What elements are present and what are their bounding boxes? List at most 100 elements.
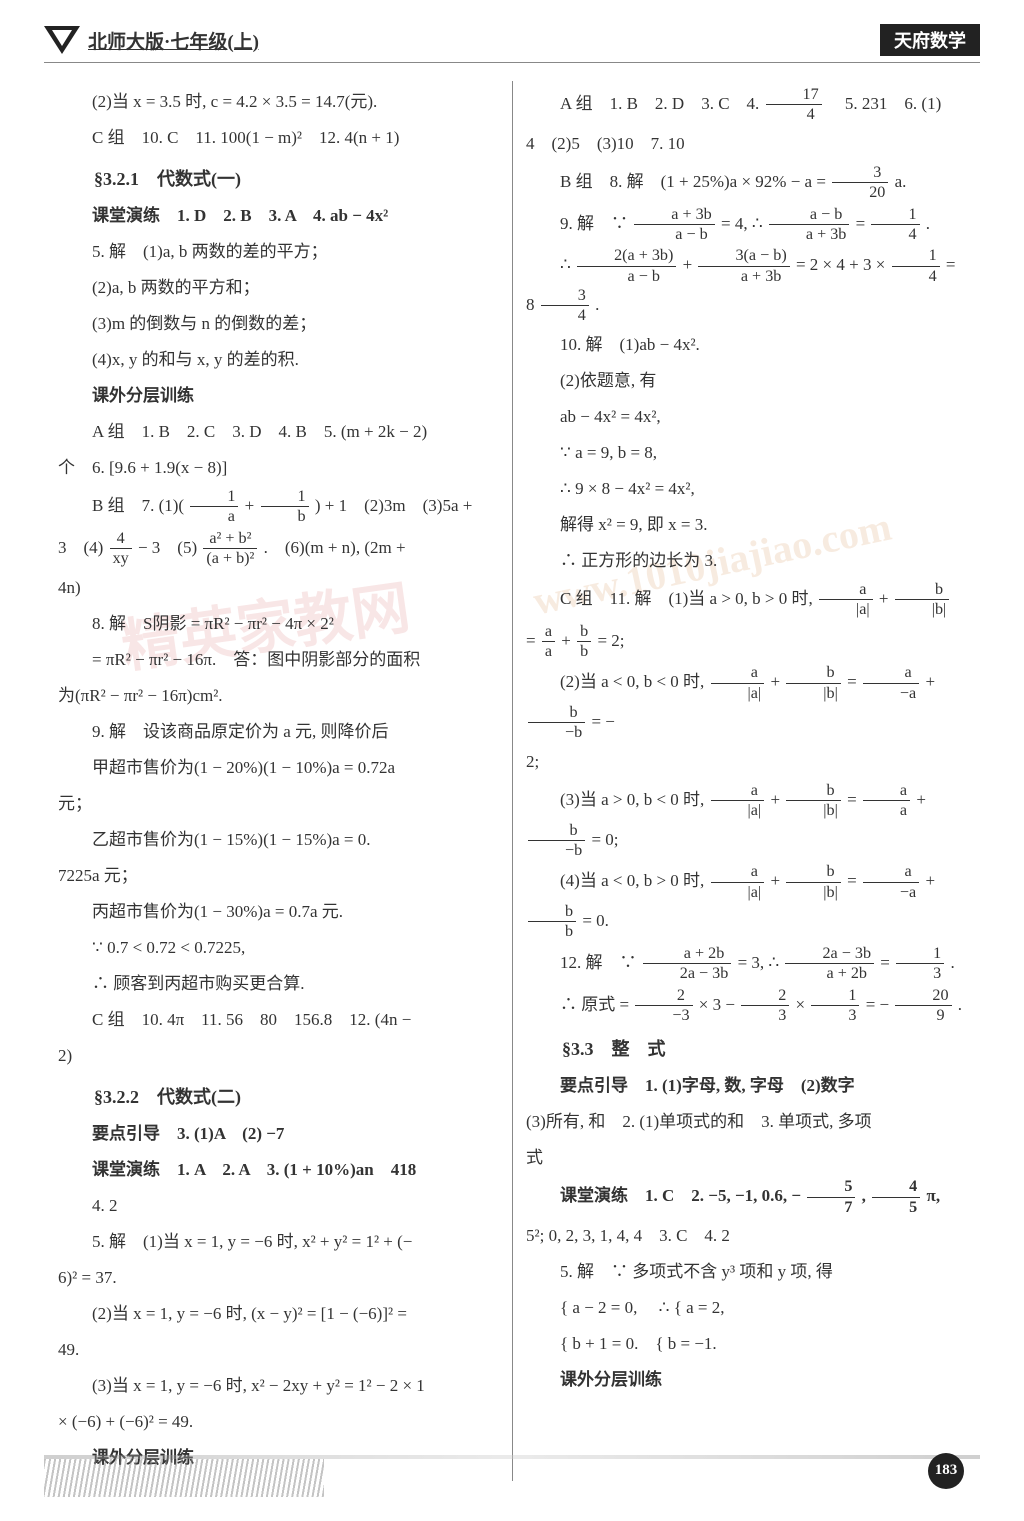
text-line: 5. 解 ∵ 多项式不含 y³ 项和 y 项, 得: [526, 1255, 966, 1289]
text: 12. 解 ∵: [560, 953, 641, 972]
text-line: ∴ 正方形的边长为 3.: [526, 544, 966, 578]
left-column: (2)当 x = 3.5 时, c = 4.2 × 3.5 = 14.7(元).…: [44, 81, 512, 1481]
text-line: 9. 解 设该商品原定价为 a 元, 则降价后: [58, 715, 498, 749]
fraction: bb: [577, 622, 591, 662]
text-line: (2)当 x = 1, y = −6 时, (x − y)² = [1 − (−…: [58, 1297, 498, 1331]
fraction: a + 2b2a − 3b: [643, 944, 732, 984]
text: = 0.: [582, 911, 609, 930]
text: C 组 11. 解 (1)当 a > 0, b > 0 时,: [560, 589, 817, 608]
text: A 组 1. B 2. D 3. C 4.: [560, 94, 764, 113]
text: +: [925, 672, 935, 691]
text-line: 2): [58, 1039, 498, 1073]
text-line: (4)当 a < 0, b > 0 时, a|a| + b|b| = a−a +…: [526, 862, 966, 942]
text-line: C 组 10. C 11. 100(1 − m)² 12. 4(n + 1): [58, 121, 498, 155]
fraction: b|b|: [786, 663, 841, 703]
text: . (6)(m + n), (2m +: [264, 538, 406, 557]
text-line: 课堂演练 1. A 2. A 3. (1 + 10%)an 418: [58, 1153, 498, 1187]
text-line: { b + 1 = 0. { b = −1.: [526, 1327, 966, 1361]
fraction: a|a|: [711, 663, 765, 703]
text-line: (4)x, y 的和与 x, y 的差的积.: [58, 343, 498, 377]
fraction: 209: [895, 986, 951, 1026]
text: +: [770, 790, 784, 809]
text-line: 个 6. [9.6 + 1.9(x − 8)]: [58, 451, 498, 485]
text: = 2 × 4 + 3 ×: [796, 255, 890, 274]
brand-badge: 天府数学: [880, 24, 980, 56]
fraction: 1b: [261, 487, 309, 527]
text-line: 乙超市售价为(1 − 15%)(1 − 15%)a = 0.: [58, 823, 498, 857]
fraction: b|b|: [786, 862, 841, 902]
text-line: 12. 解 ∵ a + 2b2a − 3b = 3, ∴ 2a − 3ba + …: [526, 944, 966, 984]
text: { b + 1 = 0.: [560, 1334, 638, 1353]
text-line: ab − 4x² = 4x²,: [526, 400, 966, 434]
text: = 4, ∴: [721, 213, 767, 232]
text: +: [916, 790, 926, 809]
fraction: a|a|: [711, 862, 765, 902]
text: =: [856, 213, 870, 232]
text-line: 8. 解 S阴影 = πR² − πr² − 4π × 2²: [58, 607, 498, 641]
text-line: ∴ 原式 = 2−3 × 3 − 23 × 13 = − 209 .: [526, 986, 966, 1026]
fraction: a + 3ba − b: [634, 205, 714, 245]
text: .: [926, 213, 930, 232]
text-line: 3 (4) 4xy − 3 (5) a² + b²(a + b)² . (6)(…: [58, 529, 498, 569]
fraction: 2−3: [635, 986, 692, 1026]
text: +: [879, 589, 893, 608]
fraction: b−b: [528, 703, 585, 743]
fraction: aa: [863, 781, 910, 821]
text: =: [847, 871, 861, 890]
text-line: (2)a, b 两数的平方和；: [58, 271, 498, 305]
text: .: [958, 994, 962, 1013]
text: { b = −1.: [655, 1334, 716, 1353]
text-line: 4 (2)5 (3)10 7. 10: [526, 127, 966, 161]
text-line: 元；: [58, 787, 498, 821]
text-line: A 组 1. B 2. D 3. C 4. 174 5. 231 6. (1): [526, 85, 966, 125]
text-line: 要点引导 1. (1)字母, 数, 字母 (2)数字: [526, 1069, 966, 1103]
text: .: [595, 295, 599, 314]
text-line: 课堂演练 1. C 2. −5, −1, 0.6, − 57 , 45 π,: [526, 1177, 966, 1217]
fraction: aa: [542, 622, 555, 662]
text: 课堂演练 1. C 2. −5, −1, 0.6, −: [560, 1186, 801, 1205]
text-line: (3)当 a > 0, b < 0 时, a|a| + b|b| = aa + …: [526, 781, 966, 861]
text-line: 解得 x² = 9, 即 x = 3.: [526, 508, 966, 542]
header: 北师大版·七年级(上) 天府数学: [44, 24, 980, 63]
text-line: ∴ 2(a + 3b)a − b + 3(a − b)a + 3b = 2 × …: [526, 246, 966, 326]
text-line: (2)依题意, 有: [526, 364, 966, 398]
text: =: [880, 953, 894, 972]
text: ,: [862, 1186, 871, 1205]
text: 3 (4): [58, 538, 103, 557]
text-line: = aa + bb = 2;: [526, 622, 966, 662]
text: ∴ 原式 =: [560, 994, 633, 1013]
text-line: A 组 1. B 2. C 3. D 4. B 5. (m + 2k − 2): [58, 415, 498, 449]
text: =: [847, 672, 861, 691]
text-line: 49.: [58, 1333, 498, 1367]
text-line: (2)当 a < 0, b < 0 时, a|a| + b|b| = a−a +…: [526, 663, 966, 743]
fraction: 320: [832, 163, 888, 203]
text-line: C 组 11. 解 (1)当 a > 0, b > 0 时, a|a| + b|…: [526, 580, 966, 620]
text: ∴: [560, 255, 575, 274]
text-line: C 组 10. 4π 11. 56 80 156.8 12. (4n −: [58, 1003, 498, 1037]
fraction: 2a − 3ba + 2b: [785, 944, 874, 984]
text: (2)当 a < 0, b < 0 时,: [560, 672, 709, 691]
fraction: 13: [811, 986, 859, 1026]
fraction: a−a: [863, 862, 919, 902]
fraction: 57: [807, 1177, 855, 1217]
text-line: (3)当 x = 1, y = −6 时, x² − 2xy + y² = 1²…: [58, 1369, 498, 1403]
text-line: 为(πR² − πr² − 16π)cm².: [58, 679, 498, 713]
text-line: 4. 2: [58, 1189, 498, 1223]
text-line: ∵ 0.7 < 0.72 < 0.7225,: [58, 931, 498, 965]
section-title: §3.3 整 式: [526, 1031, 966, 1067]
text-line: ∵ a = 9, b = 8,: [526, 436, 966, 470]
fraction: 34: [541, 286, 589, 326]
text-line: ∴ 顾客到丙超市购买更合算.: [58, 967, 498, 1001]
fraction: a² + b²(a + b)²: [203, 529, 257, 569]
text: (3)当 a > 0, b < 0 时,: [560, 790, 709, 809]
text: B 组 8. 解 (1 + 25%)a × 92% − a =: [560, 172, 830, 191]
text: B 组 7. (1)(: [92, 496, 184, 515]
text: ×: [796, 994, 810, 1013]
fraction: a − ba + 3b: [769, 205, 849, 245]
text: = −: [866, 994, 889, 1013]
text: = 0;: [591, 829, 618, 848]
text: +: [770, 672, 784, 691]
text: =: [526, 630, 540, 649]
fraction: 4xy: [110, 529, 132, 569]
text: +: [770, 871, 784, 890]
